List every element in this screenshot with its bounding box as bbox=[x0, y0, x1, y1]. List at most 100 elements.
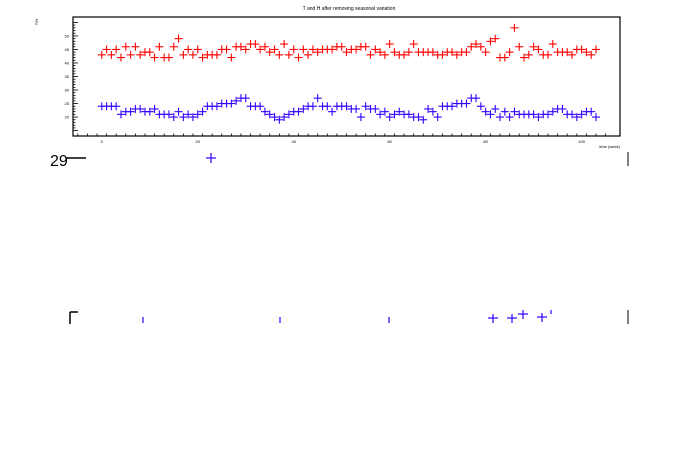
data-point bbox=[198, 107, 207, 116]
data-point bbox=[352, 104, 361, 113]
data-point bbox=[481, 48, 490, 57]
y-tick-label: 50 bbox=[65, 33, 70, 38]
data-point bbox=[577, 110, 586, 119]
data-series bbox=[97, 23, 601, 124]
data-point bbox=[236, 42, 245, 51]
data-point bbox=[476, 42, 485, 51]
data-point bbox=[548, 107, 557, 116]
data-point bbox=[572, 113, 581, 122]
data-point bbox=[520, 53, 529, 62]
data-point bbox=[294, 107, 303, 116]
data-point bbox=[102, 45, 111, 54]
data-point bbox=[313, 94, 322, 103]
data-point bbox=[256, 102, 265, 111]
data-point bbox=[568, 110, 577, 119]
data-point bbox=[131, 42, 140, 51]
data-point bbox=[371, 104, 380, 113]
data-point bbox=[232, 96, 241, 105]
data-point bbox=[284, 110, 293, 119]
data-point bbox=[524, 50, 533, 59]
data-point bbox=[97, 50, 106, 59]
data-point bbox=[116, 53, 125, 62]
y-axis-label: T/H bbox=[34, 19, 39, 26]
data-point bbox=[107, 50, 116, 59]
data-point bbox=[400, 50, 409, 59]
data-point bbox=[568, 50, 577, 59]
data-point bbox=[491, 34, 500, 43]
data-point bbox=[328, 45, 337, 54]
data-point bbox=[529, 42, 538, 51]
y-tick-label: 35 bbox=[65, 74, 70, 79]
data-point bbox=[227, 53, 236, 62]
render-artifact-lower: 29 bbox=[50, 152, 629, 324]
data-point bbox=[419, 115, 428, 124]
data-point bbox=[169, 42, 178, 51]
data-point bbox=[126, 50, 135, 59]
data-point bbox=[145, 107, 154, 116]
data-point bbox=[371, 45, 380, 54]
data-point bbox=[404, 110, 413, 119]
artifact-glyph: 29 bbox=[50, 153, 68, 170]
data-point bbox=[424, 104, 433, 113]
data-point bbox=[534, 45, 543, 54]
data-point bbox=[184, 45, 193, 54]
x-tick-label: 100 bbox=[578, 139, 585, 144]
data-point bbox=[380, 50, 389, 59]
data-point bbox=[179, 50, 188, 59]
data-point bbox=[299, 45, 308, 54]
y-tick-label: 30 bbox=[65, 88, 70, 93]
data-point bbox=[342, 48, 351, 57]
data-point bbox=[289, 45, 298, 54]
data-point bbox=[500, 107, 509, 116]
data-point bbox=[337, 42, 346, 51]
data-point bbox=[510, 107, 519, 116]
data-point bbox=[241, 45, 250, 54]
data-point bbox=[510, 23, 519, 32]
data-point bbox=[376, 110, 385, 119]
data-point bbox=[395, 107, 404, 116]
data-point bbox=[136, 50, 145, 59]
data-point bbox=[592, 45, 601, 54]
data-point bbox=[467, 42, 476, 51]
data-point bbox=[188, 113, 197, 122]
x-tick-label: 40 bbox=[291, 139, 296, 144]
data-point bbox=[428, 48, 437, 57]
data-point bbox=[452, 50, 461, 59]
data-point bbox=[280, 40, 289, 49]
data-point bbox=[112, 102, 121, 111]
y-tick-label: 20 bbox=[65, 115, 70, 120]
data-point bbox=[145, 48, 154, 57]
data-point bbox=[361, 42, 370, 51]
data-point bbox=[270, 45, 279, 54]
x-tick-label: 80 bbox=[483, 139, 488, 144]
data-point bbox=[476, 102, 485, 111]
y-tick-label: 45 bbox=[65, 47, 70, 52]
data-point bbox=[409, 40, 418, 49]
data-point bbox=[366, 50, 375, 59]
data-point bbox=[544, 50, 553, 59]
data-point bbox=[438, 50, 447, 59]
series-0 bbox=[97, 23, 601, 62]
data-point bbox=[294, 53, 303, 62]
data-point bbox=[265, 110, 274, 119]
data-point bbox=[361, 102, 370, 111]
data-point bbox=[592, 113, 601, 122]
data-point bbox=[486, 37, 495, 46]
data-point bbox=[121, 42, 130, 51]
data-point bbox=[174, 34, 183, 43]
data-point bbox=[150, 104, 159, 113]
series-1 bbox=[97, 94, 601, 124]
data-point bbox=[529, 110, 538, 119]
data-point bbox=[428, 107, 437, 116]
data-point bbox=[462, 99, 471, 108]
data-point bbox=[328, 107, 337, 116]
data-point bbox=[323, 102, 332, 111]
data-point bbox=[376, 48, 385, 57]
data-point bbox=[356, 113, 365, 122]
data-point bbox=[433, 113, 442, 122]
data-point bbox=[174, 107, 183, 116]
data-point bbox=[491, 104, 500, 113]
data-point bbox=[587, 50, 596, 59]
data-point bbox=[188, 50, 197, 59]
